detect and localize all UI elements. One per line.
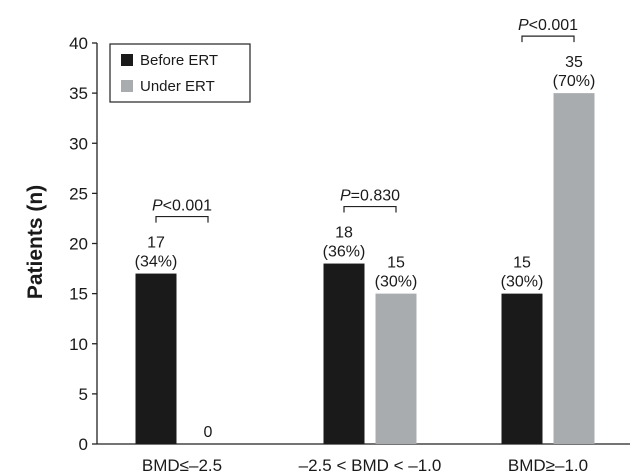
data-label: 0: [204, 424, 213, 441]
data-label: (34%): [135, 254, 178, 271]
x-category-label: BMD≤–2.5: [142, 456, 222, 475]
bar-under-ert: [375, 293, 417, 444]
data-label: 18: [335, 225, 353, 242]
p-value: <0.001: [529, 17, 578, 34]
y-tick-label: 25: [69, 184, 88, 203]
data-label: 17: [147, 235, 165, 252]
axes: 0 5 10 15 20 25 30 35 40 BMD≤–2.5 –2.5 < BMD < –1.…: [69, 34, 630, 475]
x-category-label: BMD≥–1.0: [508, 456, 588, 475]
data-label: (30%): [375, 274, 418, 291]
legend: Before ERT Under ERT: [109, 43, 251, 103]
data-label: (36%): [323, 244, 366, 261]
p-symbol: P: [340, 188, 351, 205]
p-value-label: P<0.001: [152, 198, 212, 215]
data-label: (70%): [553, 73, 596, 90]
data-label: 35: [565, 54, 583, 71]
bar-before-ert: [323, 263, 365, 444]
y-tick-label: 0: [79, 435, 88, 454]
data-label: (30%): [501, 274, 544, 291]
y-axis-label: Patients (n): [24, 185, 47, 299]
y-tick-label: 35: [69, 84, 88, 103]
bar-under-ert: [553, 93, 595, 444]
p-value: =0.830: [351, 188, 400, 205]
legend-box: [109, 43, 251, 103]
significance-bracket: [521, 35, 575, 43]
data-labels: 17 (34%) 0 18 (36%) 15 (30%) 15 (30%) 35 (70%): [135, 54, 596, 441]
y-tick-label: 40: [69, 34, 88, 53]
legend-label-before-ert: Before ERT: [140, 52, 218, 69]
y-tick-label: 5: [79, 385, 88, 404]
p-symbol: P: [152, 198, 163, 215]
y-tick-label: 30: [69, 134, 88, 153]
p-value: <0.001: [163, 198, 212, 215]
bar-before-ert: [501, 293, 543, 444]
p-value-label: P<0.001: [518, 17, 578, 34]
y-tick-label: 20: [69, 235, 88, 254]
bar-before-ert: [135, 273, 177, 444]
significance-bracket: [343, 205, 397, 213]
legend-label-under-ert: Under ERT: [140, 78, 215, 95]
legend-swatch-under-ert: [121, 80, 133, 92]
y-tick-label: 10: [69, 335, 88, 354]
p-symbol: P: [518, 17, 529, 34]
p-value-label: P=0.830: [340, 188, 400, 205]
significance-bracket: [155, 215, 209, 223]
x-category-label: –2.5 < BMD < –1.0: [299, 456, 442, 475]
y-tick-label: 15: [69, 285, 88, 304]
data-label: 15: [513, 255, 531, 272]
bars: [135, 93, 595, 444]
legend-swatch-before-ert: [121, 54, 133, 66]
data-label: 15: [387, 255, 405, 272]
